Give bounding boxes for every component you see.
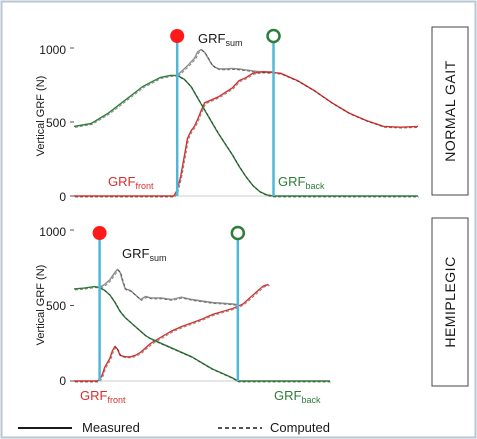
heel-strike-marker-2 [92,226,107,240]
series-front-line-2 [74,283,269,382]
panel-hemiplegic: Vertical GRF (N) 1000 500 0 HEMIPLEGIC G… [35,217,469,405]
legend-measured-label: Measured [82,420,140,435]
annot-grf-front-2: GRFfront [80,388,126,405]
series-front-computed-1 [75,72,420,198]
series-back-line-2 [73,285,330,382]
series-front-computed-2 [75,284,270,383]
y-tick-1000-panel1: 1000 [39,43,66,57]
heel-strike-marker-1 [170,29,185,43]
panel-label-box-1 [431,26,469,196]
y-tick-500-panel2: 500 [46,299,66,313]
annot-grf-sum-1: GRFsum [198,31,242,48]
series-back-computed-1 [74,75,419,198]
y-tick-0-panel2: 0 [59,374,66,388]
annot-grf-sum-2: GRFsum [122,246,166,263]
legend: Measured Computed [18,420,330,435]
annot-grf-back-1: GRFback [278,174,325,191]
panel-label-box-2 [431,217,469,387]
panel-label-normal-gait: NORMAL GAIT [442,60,458,161]
annot-grf-front-1: GRFfront [108,174,154,191]
series-sum-line-1 [176,48,274,76]
annot-grf-back-2: GRFback [274,388,321,405]
panel-normal: Vertical GRF (N) 1000 500 0 NORMAL GAIT … [35,26,469,204]
panel-label-hemiplegic: HEMIPLEGIC [442,256,458,347]
series-sum-line-2 [99,268,238,306]
y-tick-0-panel1: 0 [59,190,66,204]
toe-off-marker-2 [230,225,246,241]
series-back-computed-2 [74,287,331,383]
toe-off-marker-1 [266,28,281,44]
legend-computed-label: Computed [270,420,330,435]
y-axis-label-2: Vertical GRF (N) [35,265,47,346]
y-tick-1000-panel2: 1000 [39,225,66,239]
series-sum-computed-1 [177,49,275,77]
y-tick-500-panel1: 500 [46,116,66,130]
chart-marks [70,28,420,383]
series-sum-computed-2 [100,269,239,307]
y-axis-label-1: Vertical GRF (N) [35,76,47,157]
